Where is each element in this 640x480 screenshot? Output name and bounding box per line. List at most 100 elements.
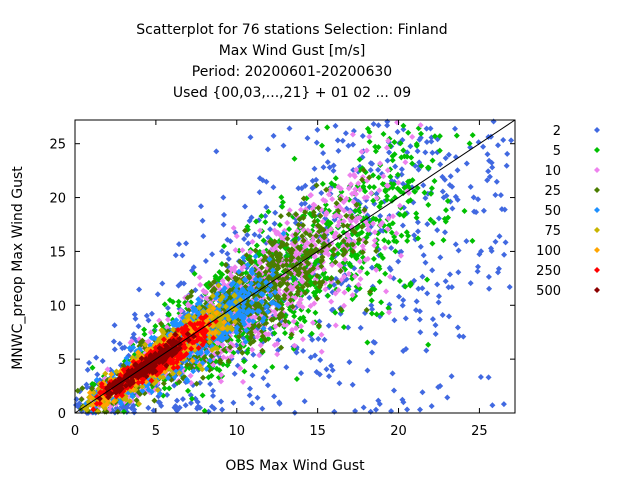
data-point [495,142,501,149]
data-point [198,203,204,210]
data-point [319,142,325,149]
data-point [341,207,348,214]
data-point [260,237,267,244]
data-point [298,370,305,377]
data-point [264,146,271,153]
data-point [321,234,328,241]
data-point [389,220,396,227]
data-point [416,308,423,315]
data-point [169,370,176,377]
data-point [413,141,420,147]
data-point [356,236,363,243]
data-point [420,252,427,259]
data-point [332,259,339,266]
data-point [302,200,308,207]
data-point [291,342,298,349]
data-point [366,174,373,181]
data-point [493,178,500,185]
data-point [371,237,378,244]
data-point [504,150,511,157]
data-point [286,226,293,233]
data-point [276,252,283,259]
data-point [500,137,507,143]
data-point [424,164,431,171]
data-point [439,312,446,318]
data-point [371,184,377,191]
data-point [340,246,347,253]
data-point [427,216,434,223]
data-point [247,249,254,255]
data-point [222,261,229,268]
data-point [89,385,96,392]
data-point [230,225,237,231]
title-line-4: Used {00,03,...,21} + 01 02 ... 09 [173,85,411,101]
data-point [332,122,339,129]
data-point [335,222,341,229]
data-point [208,372,215,379]
data-point [136,286,143,293]
data-point [278,239,285,246]
data-point [206,338,213,345]
data-point [293,211,300,218]
data-point [429,316,436,323]
data-point [267,226,274,233]
data-point [444,394,451,401]
data-point [221,319,228,326]
data-point [363,234,370,241]
data-point [429,267,436,274]
data-point [351,171,357,178]
data-point [340,238,347,244]
data-point [375,144,382,151]
data-point [230,399,237,406]
data-point [445,284,452,291]
data-point [449,183,456,190]
data-point [349,131,356,138]
data-point [444,198,451,204]
data-point [302,230,309,236]
data-point [241,368,248,375]
data-point [419,389,426,396]
data-point [496,233,503,240]
data-point [403,229,410,236]
data-point [424,276,431,283]
data-point [285,211,292,218]
data-point [338,185,344,192]
data-point [84,384,90,391]
data-point [385,182,391,189]
data-point [203,365,210,372]
data-point [455,269,462,276]
data-point [207,281,214,288]
data-point [334,241,341,248]
data-point [423,347,430,354]
data-point [397,140,404,147]
data-point [367,288,373,295]
data-point [415,228,421,235]
data-point [362,239,369,246]
data-point [266,249,273,256]
data-point [440,237,447,244]
data-point [478,248,485,255]
data-point [309,336,316,343]
data-point [340,218,347,225]
data-point [268,299,275,306]
data-point [469,132,476,139]
data-point [319,218,326,225]
data-point [133,397,140,404]
data-point [415,285,422,292]
data-point [330,162,337,169]
data-point [287,257,294,264]
data-point [417,329,424,336]
data-point [331,281,338,288]
data-point [402,211,408,217]
data-point [422,259,429,266]
data-point [246,317,253,324]
data-point [259,318,266,325]
data-point [398,252,404,259]
data-point [314,295,321,302]
data-point [224,313,231,319]
data-point [159,280,166,287]
data-point [382,188,389,195]
data-point [200,233,207,240]
data-point [398,232,405,239]
data-point [489,402,496,409]
